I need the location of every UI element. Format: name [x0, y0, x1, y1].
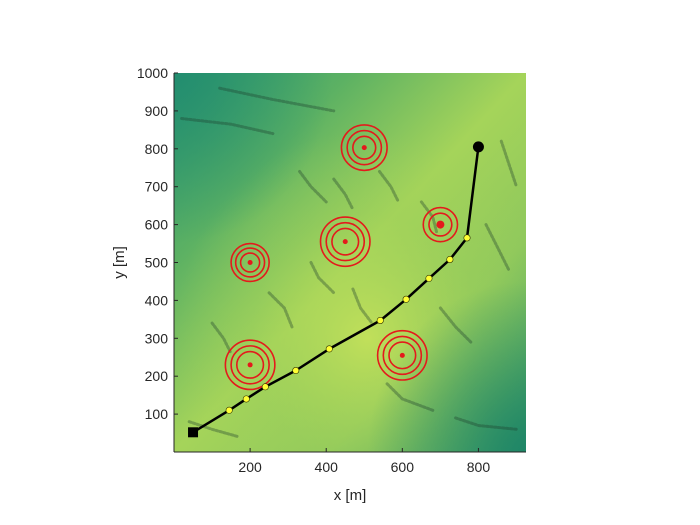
- terrain-ridge: [267, 291, 294, 329]
- path-waypoint: [463, 234, 471, 242]
- x-tick-label: 800: [467, 459, 491, 475]
- goal-marker: [472, 141, 484, 153]
- path-waypoint: [446, 255, 454, 263]
- terrain-ridge: [187, 420, 241, 439]
- y-tick-label: 400: [145, 292, 169, 308]
- y-tick-label: 800: [145, 141, 169, 157]
- threat-ring: [230, 242, 270, 283]
- threat-ring: [234, 247, 266, 278]
- terrain-ridge: [180, 117, 275, 136]
- threat-ring: [319, 216, 371, 268]
- threat-ring: [239, 252, 261, 273]
- threat-center: [361, 145, 367, 151]
- path-waypoint: [261, 383, 269, 391]
- threat-zone: [319, 216, 371, 268]
- threat-center: [342, 239, 348, 245]
- threat-ring: [428, 212, 453, 237]
- terrain-ridge: [499, 139, 518, 189]
- path-waypoint: [425, 274, 433, 282]
- y-tick-label: 100: [145, 406, 169, 422]
- terrain-ridge: [218, 86, 336, 113]
- y-tick-label: 200: [145, 368, 169, 384]
- threat-center: [436, 220, 445, 229]
- path-waypoint: [325, 345, 333, 353]
- threat-ring: [325, 221, 366, 262]
- threat-ring: [352, 135, 377, 160]
- terrain-ridge: [454, 416, 518, 431]
- threat-ring: [346, 129, 383, 166]
- terrain-background: [174, 73, 526, 452]
- threat-zone: [422, 206, 459, 243]
- x-axis-label: x [m]: [334, 487, 367, 504]
- threat-ring: [331, 227, 360, 256]
- threat-ring: [382, 335, 423, 376]
- y-tick-label: 500: [145, 255, 169, 271]
- threat-center: [399, 352, 405, 358]
- y-tick-label: 600: [145, 217, 169, 233]
- threat-zone: [224, 339, 276, 391]
- y-tick-label: 300: [145, 330, 169, 346]
- x-tick-label: 600: [391, 459, 415, 475]
- threat-ring: [340, 124, 388, 172]
- threat-ring: [235, 350, 265, 379]
- start-marker: [188, 427, 199, 438]
- threat-zones: [224, 124, 459, 391]
- path-waypoint: [242, 395, 250, 403]
- threat-ring: [388, 341, 417, 370]
- terrain-ridge: [351, 287, 374, 325]
- x-tick-label: 400: [315, 459, 339, 475]
- y-tick-label: 1000: [137, 65, 168, 81]
- terrain-ridge: [438, 306, 473, 344]
- path-waypoint: [376, 316, 384, 324]
- y-tick-label: 900: [145, 103, 169, 119]
- threat-zone: [230, 242, 270, 283]
- terrain-ridge: [298, 170, 328, 204]
- threat-center: [247, 362, 253, 368]
- x-tick-label: 200: [238, 459, 262, 475]
- y-axis-label: y [m]: [111, 246, 128, 279]
- threat-zone: [376, 329, 428, 381]
- y-tick-label: 700: [145, 179, 169, 195]
- terrain-ridge: [484, 223, 511, 272]
- threat-center: [247, 260, 253, 265]
- threat-ring: [224, 339, 276, 391]
- terrain-ridge: [378, 170, 400, 204]
- terrain-shade-bottom-right: [174, 73, 526, 452]
- path-waypoint: [225, 406, 233, 414]
- terrain-ridge: [309, 261, 336, 295]
- terrain-ridge: [385, 382, 435, 412]
- path-waypoint: [402, 295, 410, 303]
- threat-ring: [422, 206, 459, 243]
- terrain-ridge: [210, 321, 233, 355]
- threat-zone: [340, 124, 388, 172]
- threat-ring: [376, 329, 428, 381]
- path-waypoint: [292, 367, 300, 375]
- path-markers: [188, 141, 484, 438]
- axes: 200 400 600 800 100 200 300 400 500 600 700 800 900 1…: [137, 65, 526, 475]
- terrain-ridge: [332, 177, 355, 211]
- threat-ring: [230, 345, 270, 385]
